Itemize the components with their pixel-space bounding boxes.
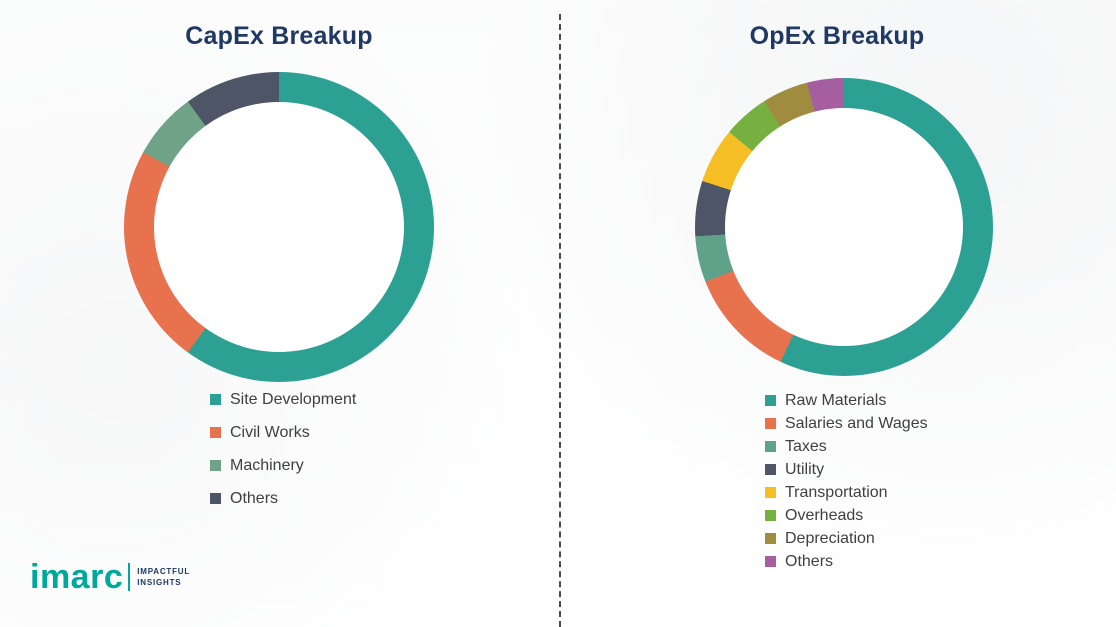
legend-item: Site Development [210,390,356,409]
legend-label: Overheads [785,507,864,524]
legend-label: Site Development [230,391,357,408]
legend-swatch [765,441,776,452]
capex-panel: CapEx Breakup Site Development Civil Work… [124,22,434,522]
legend-swatch [765,510,776,521]
legend-label: Civil Works [230,424,310,441]
legend-item: Transportation [765,483,928,502]
opex-panel: OpEx Breakup Raw Materials Salaries and W… [558,0,1116,627]
legend-item: Raw Materials [765,391,928,410]
legend-item: Civil Works [210,423,356,442]
legend-swatch [210,493,221,504]
imarc-tagline-line2: INSIGHTS [137,578,182,587]
legend-label: Others [230,490,279,507]
legend-item: Taxes [765,437,928,456]
legend-swatch [210,427,221,438]
legend-swatch [765,487,776,498]
dashed-divider-line [559,14,561,627]
imarc-logo-wordmark: imarc [30,558,124,596]
capex-chart-title: CapEx Breakup [185,22,373,50]
legend-swatch [210,394,221,405]
imarc-logo-tagline: IMPACTFUL INSIGHTS [137,566,190,588]
legend-swatch [765,556,776,567]
legend-item: Salaries and Wages [765,414,928,433]
legend-item: Depreciation [765,529,928,548]
legend-item: Machinery [210,456,356,475]
legend-label: Raw Materials [785,392,887,409]
opex-donut-chart [695,78,993,376]
capex-donut-chart [124,72,434,382]
legend-swatch [765,395,776,406]
legend-item: Others [765,552,928,571]
imarc-tagline-line1: IMPACTFUL [137,567,191,576]
opex-chart-title: OpEx Breakup [749,22,925,50]
legend-swatch [765,464,776,475]
imarc-logo-divider-bar [128,563,131,591]
legend-label: Transportation [785,484,888,501]
capex-legend: Site Development Civil Works Machinery Othe… [210,390,356,522]
legend-swatch [210,460,221,471]
legend-label: Machinery [230,457,304,474]
legend-swatch [765,418,776,429]
imarc-logo: imarc IMPACTFUL INSIGHTS [30,560,190,594]
legend-swatch [765,533,776,544]
legend-item: Overheads [765,506,928,525]
legend-label: Depreciation [785,530,875,547]
opex-legend: Raw Materials Salaries and Wages Taxes Util… [765,391,928,575]
legend-label: Taxes [785,438,827,455]
legend-label: Utility [785,461,825,478]
legend-item: Others [210,489,356,508]
legend-item: Utility [765,460,928,479]
legend-label: Others [785,553,834,570]
legend-label: Salaries and Wages [785,415,928,432]
